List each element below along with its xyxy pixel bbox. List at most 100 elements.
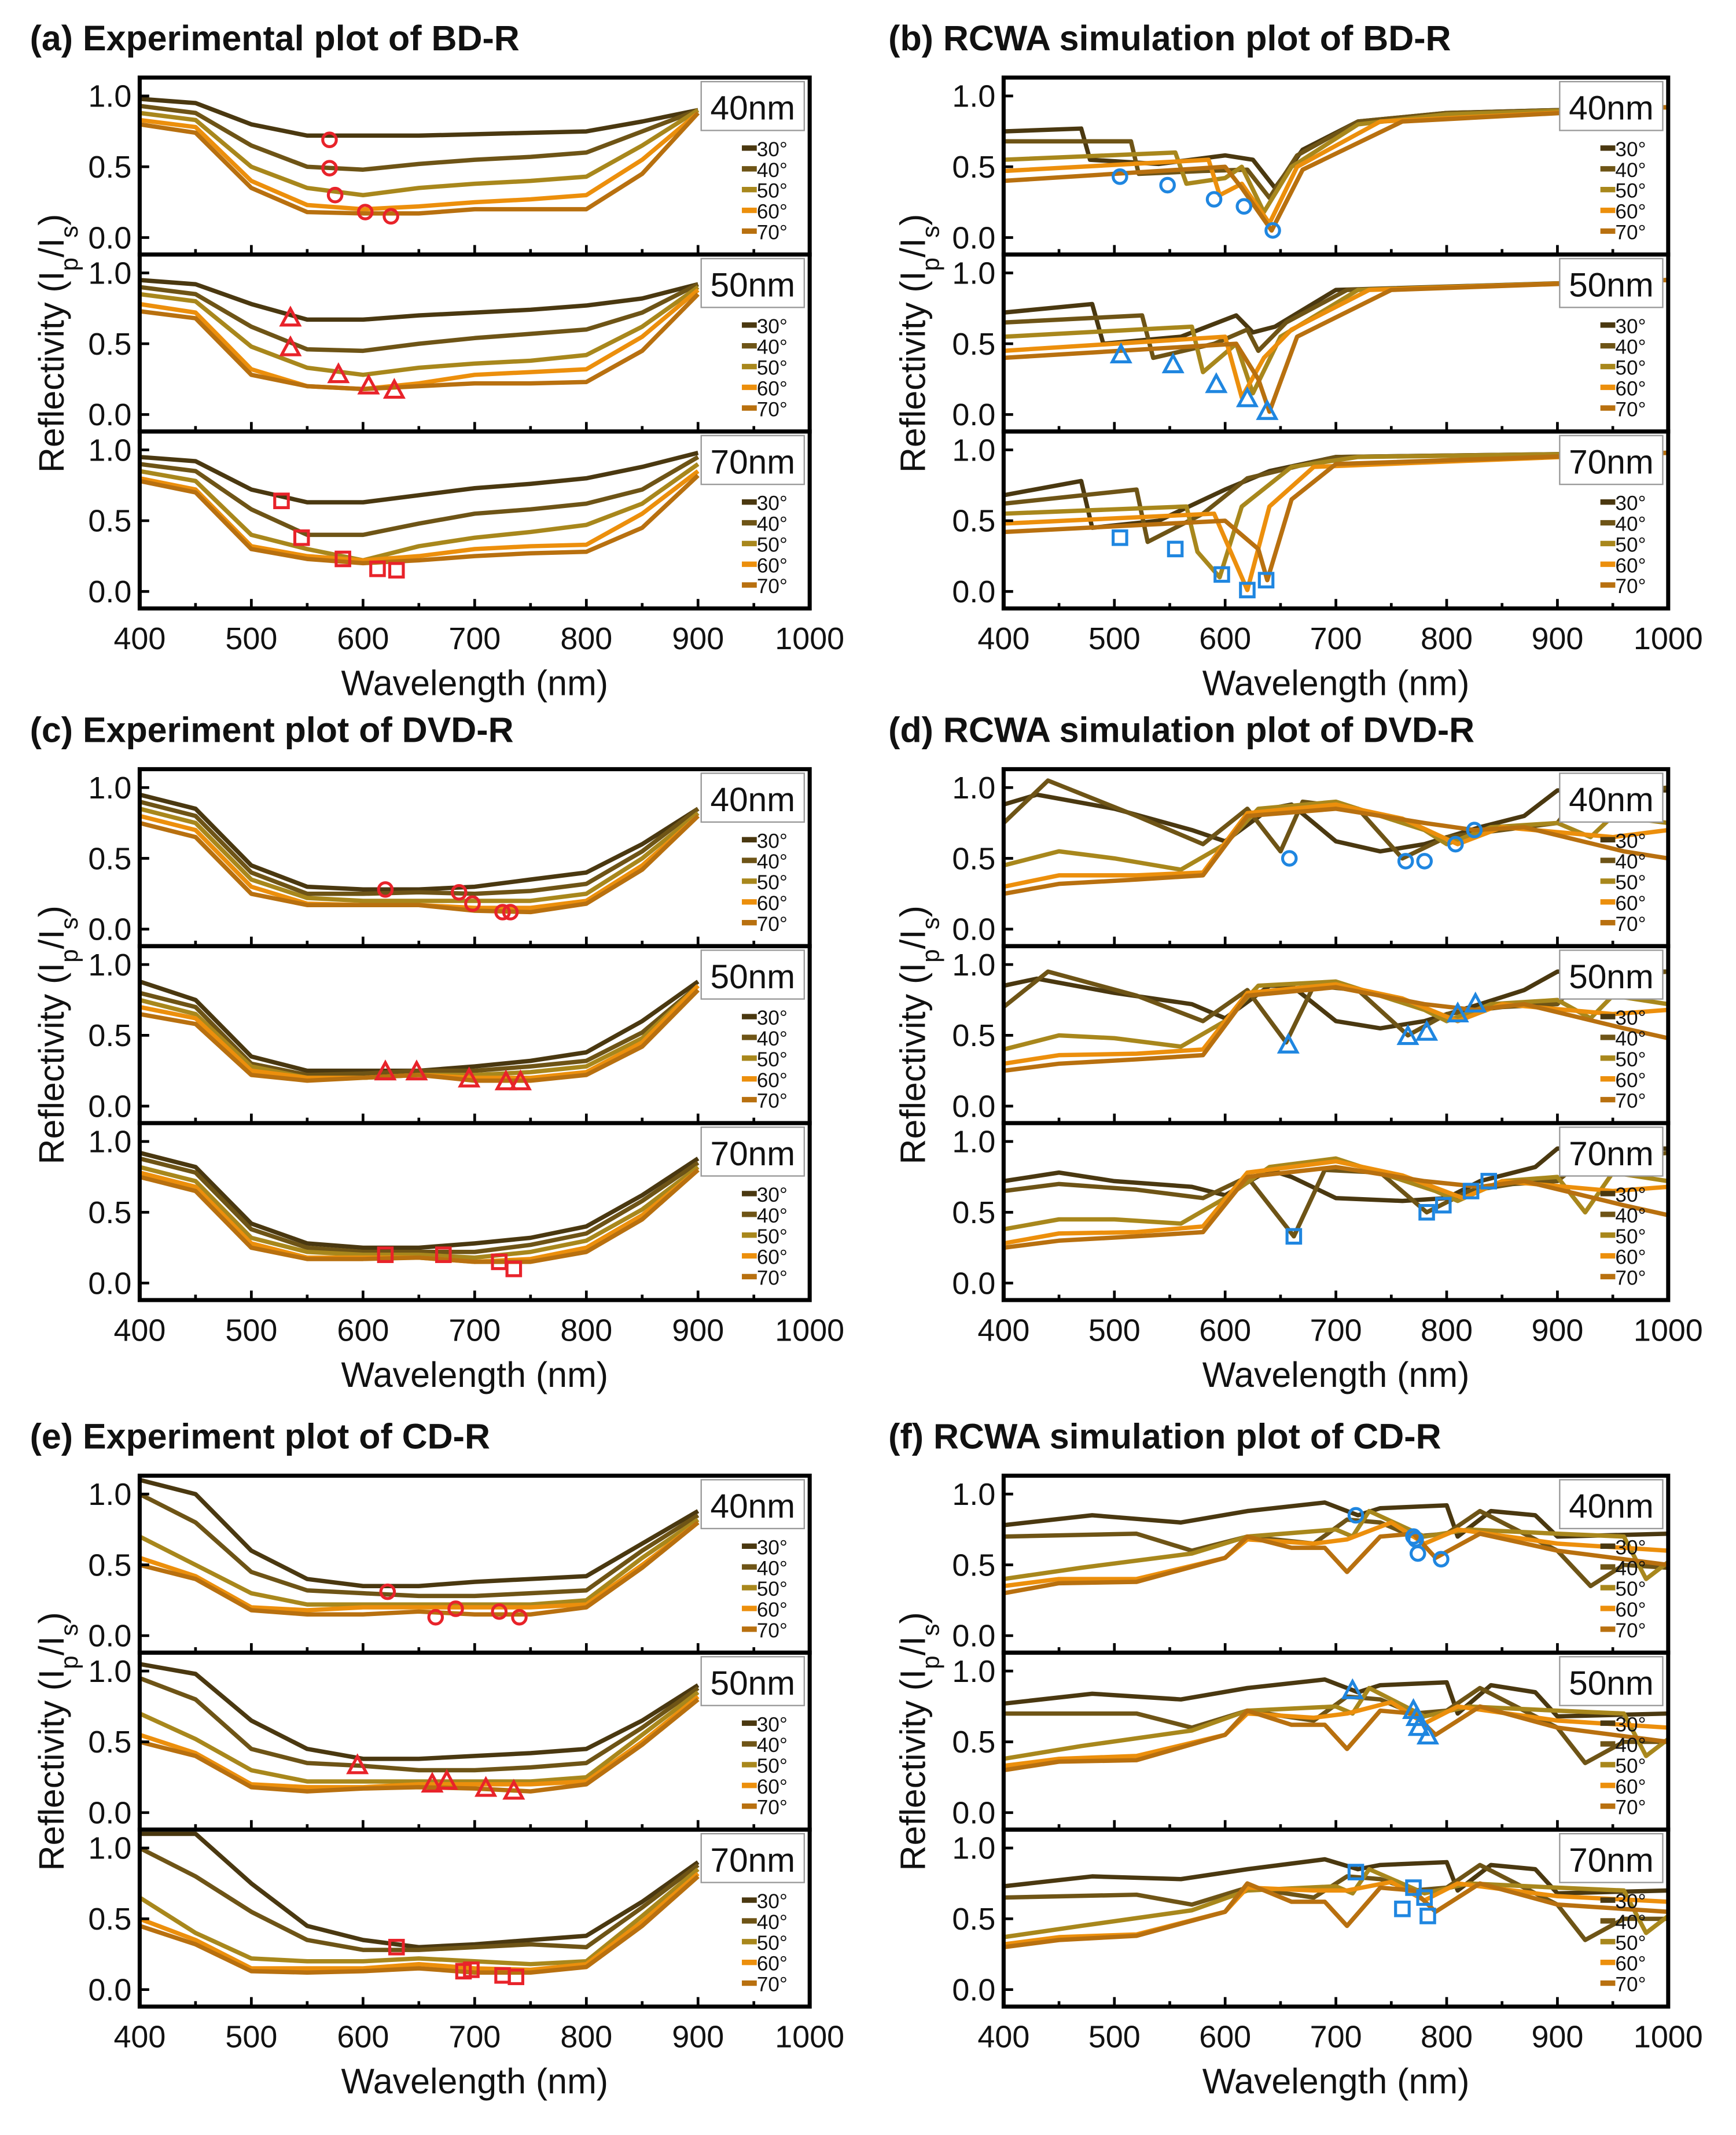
series-line-40deg: [139, 984, 700, 1077]
panel-a: (a) Experimental plot of BD-R Reflectivit…: [30, 19, 845, 702]
y-axis-label-part: p: [56, 949, 83, 962]
thickness-label-box: [700, 772, 806, 823]
thickness-label-box: [700, 80, 806, 131]
legend-label: 50°: [757, 533, 788, 556]
y-axis-label: Reflectivity (Ip/Is): [32, 905, 83, 1164]
legend-label: 40°: [1615, 1911, 1646, 1934]
series-group: [139, 792, 700, 915]
data-marker-triangle: [279, 335, 302, 356]
y-tick-label: 0.5: [88, 841, 131, 876]
panel-title: (e) Experiment plot of CD-R: [30, 1417, 490, 1456]
series-group: [1003, 450, 1668, 592]
series-line-70deg: [1003, 807, 1668, 896]
data-marker-circle: [502, 904, 519, 921]
series-line-50deg: [1003, 1867, 1668, 1939]
legend-label: 30°: [1615, 138, 1646, 161]
panel-c: (c) Experiment plot of DVD-R Reflectivity…: [30, 711, 845, 1394]
series-line-60deg: [139, 1695, 700, 1790]
thickness-label: 50nm: [711, 267, 796, 304]
x-tick-label: 400: [977, 2019, 1029, 2054]
series-line-70deg: [139, 111, 700, 216]
data-marker-square: [293, 529, 310, 546]
y-axis-label: Reflectivity (Ip/Is): [32, 1612, 83, 1871]
series-group: [1003, 278, 1668, 414]
data-marker-square: [1257, 572, 1275, 588]
thickness-label-box: [700, 1833, 806, 1883]
y-tick-label: 1.0: [952, 1654, 995, 1689]
series-line-70deg: [139, 1521, 700, 1617]
data-marker-triangle: [1341, 1678, 1364, 1699]
legend-label: 70°: [1615, 913, 1646, 936]
data-marker-triangle: [346, 1753, 369, 1775]
subplot-40nm: 0.0 0.5 1.0 40nm 30°40°50°60°70°: [952, 75, 1671, 257]
legend-label: 50°: [757, 1048, 788, 1071]
y-tick-label: 1.0: [88, 433, 131, 468]
x-tick-label: 700: [448, 621, 501, 656]
data-marker-square: [1405, 1879, 1422, 1896]
data-marker-square: [505, 1260, 523, 1278]
series-group: [1003, 778, 1668, 896]
x-axis-label: Wavelength (nm): [1202, 2062, 1470, 2101]
data-marker-triangle: [1396, 1024, 1419, 1046]
legend-label: 50°: [1615, 1932, 1646, 1954]
subplot-40nm: 0.0 0.5 1.0 40nm 30°40°50°60°70°: [952, 767, 1671, 948]
series-line-70deg: [1003, 1532, 1668, 1596]
y-axis-label-part: Reflectivity (I: [32, 1669, 71, 1871]
panel-title: (f) RCWA simulation plot of CD-R: [888, 1417, 1441, 1456]
data-marker-square: [1285, 1228, 1303, 1245]
legend-label: 70°: [1615, 1619, 1646, 1642]
legend-label: 60°: [1615, 201, 1646, 223]
legend-label: 50°: [1615, 1225, 1646, 1248]
series-group: [139, 450, 700, 566]
legend-label: 30°: [757, 830, 788, 852]
legend-label: 50°: [757, 1932, 788, 1954]
x-tick-label: 600: [337, 621, 389, 656]
y-tick-label: 1.0: [88, 771, 131, 805]
legend-label: 40°: [1615, 1734, 1646, 1757]
legend-label: 60°: [757, 1776, 788, 1798]
y-tick-label: 0.0: [952, 1972, 995, 2007]
thickness-label: 40nm: [711, 1488, 796, 1525]
x-tick-label: 900: [672, 621, 724, 656]
x-tick-label: 700: [448, 2019, 501, 2054]
legend-label: 50°: [1615, 357, 1646, 380]
legend-label: 70°: [1615, 1974, 1646, 1996]
y-tick-label: 1.0: [88, 256, 131, 290]
subplot-40nm: 0.0 0.5 1.0 40nm 30°40°50°60°70°: [952, 1473, 1671, 1655]
subplot-50nm: 0.0 0.5 1.0 50nm 30°40°50°60°70°: [952, 252, 1671, 434]
legend-label: 50°: [1615, 533, 1646, 556]
data-marker-square: [1112, 529, 1128, 546]
legend-label: 40°: [1615, 513, 1646, 536]
data-marker-square: [1167, 540, 1184, 558]
thickness-label-box: [1559, 80, 1664, 131]
legend-label: 40°: [1615, 851, 1646, 873]
data-marker-square: [1480, 1173, 1498, 1190]
legend-label: 60°: [1615, 1599, 1646, 1621]
y-tick-label: 0.0: [952, 1089, 995, 1124]
data-marker-circle: [377, 881, 394, 898]
legend-label: 30°: [757, 1184, 788, 1206]
y-tick-label: 0.0: [952, 912, 995, 947]
legend-label: 60°: [1615, 1246, 1646, 1269]
x-tick-label: 700: [1310, 621, 1362, 656]
subplot-40nm: 0.0 0.5 1.0 40nm 30°40°50°60°70°: [88, 1473, 812, 1655]
series-line-30deg: [139, 97, 699, 138]
y-tick-label: 0.0: [88, 1796, 131, 1831]
data-marker-triangle: [1109, 342, 1132, 363]
x-tick-label: 400: [977, 1313, 1029, 1348]
series-line-30deg: [139, 278, 699, 322]
x-tick-label: 500: [225, 2019, 277, 2054]
x-tick-label: 700: [1310, 1313, 1362, 1348]
data-marker-triangle: [1161, 352, 1185, 374]
thickness-label: 70nm: [711, 1842, 796, 1879]
y-tick-label: 0.5: [952, 1548, 995, 1582]
data-marker-square: [1462, 1183, 1480, 1199]
series-group: [1003, 1677, 1668, 1773]
series-line-40deg: [139, 1676, 700, 1773]
x-tick-label: 1000: [775, 621, 844, 656]
data-marker-circle: [427, 1608, 444, 1626]
data-marker-triangle: [1446, 1001, 1469, 1022]
legend-label: 30°: [1615, 1713, 1646, 1736]
thickness-label-box: [1559, 1656, 1664, 1706]
